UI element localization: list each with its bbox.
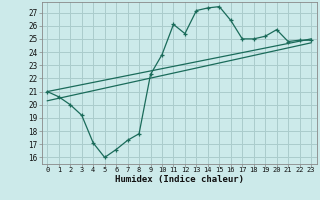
X-axis label: Humidex (Indice chaleur): Humidex (Indice chaleur) <box>115 175 244 184</box>
